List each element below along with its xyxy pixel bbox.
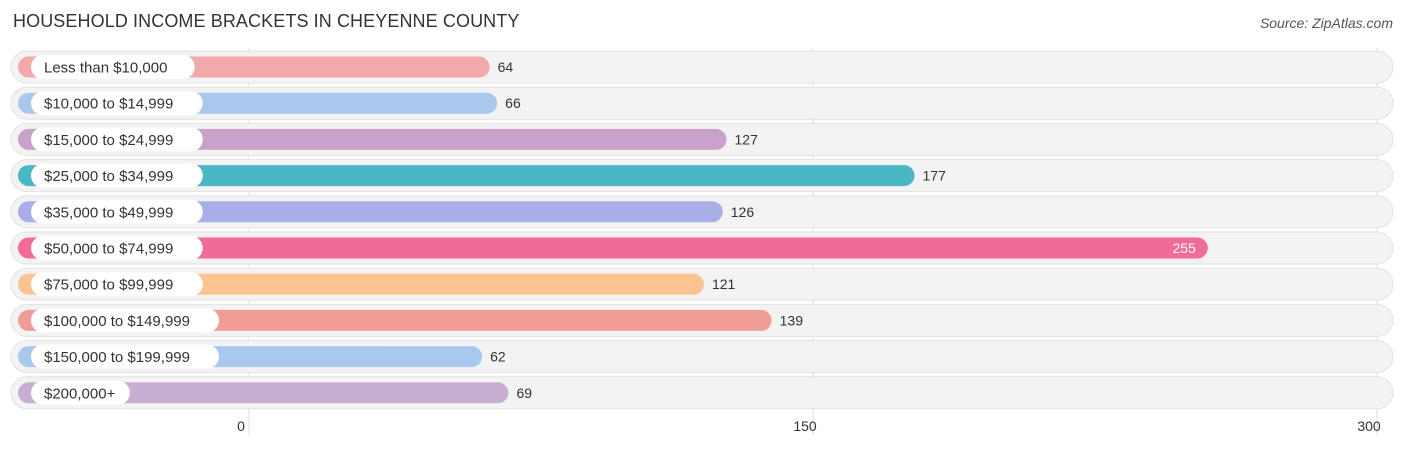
x-tick-label: 0 bbox=[237, 418, 245, 434]
chart-title: HOUSEHOLD INCOME BRACKETS IN CHEYENNE CO… bbox=[13, 11, 520, 31]
value-label: 62 bbox=[490, 349, 506, 365]
value-label: 69 bbox=[516, 385, 532, 401]
value-label: 127 bbox=[735, 131, 759, 147]
category-pill bbox=[31, 308, 219, 333]
category-pill bbox=[31, 163, 203, 188]
value-label: 255 bbox=[1172, 240, 1196, 256]
category-pill bbox=[31, 127, 203, 152]
category-label: $150,000 to $199,999 bbox=[44, 349, 190, 366]
category-pill bbox=[31, 272, 203, 297]
bar[interactable] bbox=[18, 382, 509, 404]
x-tick-label: 300 bbox=[1357, 418, 1381, 434]
value-label: 121 bbox=[712, 276, 736, 292]
category-pill bbox=[31, 199, 203, 224]
category-label: $35,000 to $49,999 bbox=[44, 204, 173, 221]
category-pill bbox=[31, 344, 219, 369]
bar[interactable] bbox=[18, 237, 1208, 259]
value-label: 66 bbox=[505, 95, 521, 111]
category-pill bbox=[31, 55, 195, 79]
bar[interactable] bbox=[18, 165, 915, 187]
category-label: $100,000 to $149,999 bbox=[44, 313, 190, 330]
category-label: Less than $10,000 bbox=[44, 60, 167, 77]
value-label: 177 bbox=[923, 168, 947, 184]
category-pill bbox=[31, 380, 130, 405]
value-label: 64 bbox=[498, 59, 514, 75]
value-label: 126 bbox=[731, 204, 755, 220]
category-label: $25,000 to $34,999 bbox=[44, 168, 173, 185]
category-label: $15,000 to $24,999 bbox=[44, 132, 173, 149]
category-label: $75,000 to $99,999 bbox=[44, 277, 173, 294]
category-label: $50,000 to $74,999 bbox=[44, 241, 173, 258]
category-pill bbox=[31, 236, 203, 260]
value-label: 139 bbox=[780, 312, 804, 328]
source-note: Source: ZipAtlas.com bbox=[1259, 15, 1393, 31]
category-label: $10,000 to $14,999 bbox=[44, 96, 173, 113]
category-pill bbox=[31, 91, 203, 116]
x-tick-label: 150 bbox=[793, 418, 817, 434]
category-label: $200,000+ bbox=[44, 385, 116, 402]
